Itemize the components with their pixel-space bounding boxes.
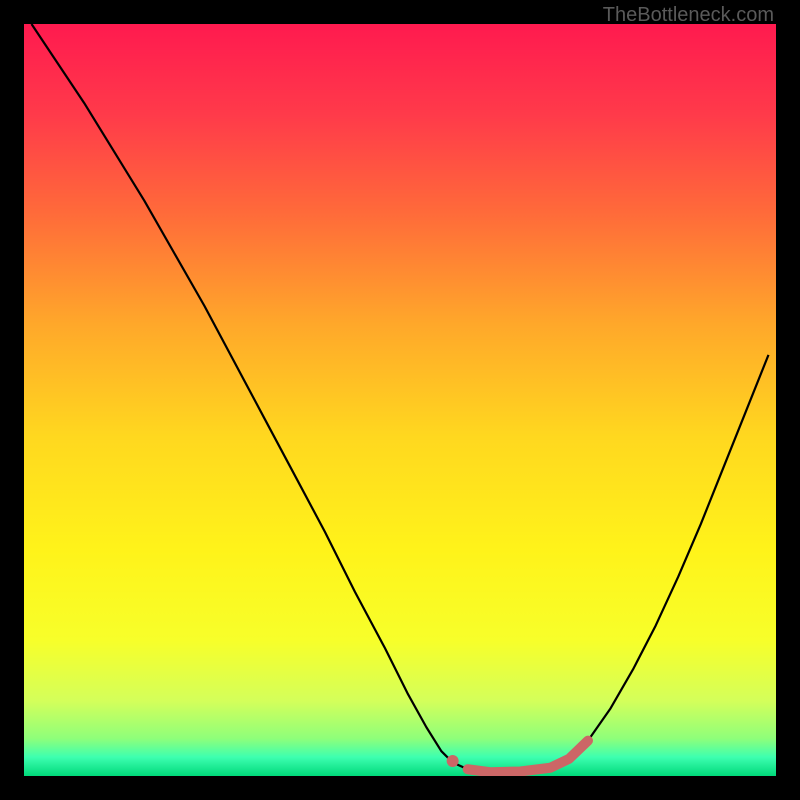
chart-background: [24, 24, 776, 776]
chart-plot-area: [24, 24, 776, 776]
